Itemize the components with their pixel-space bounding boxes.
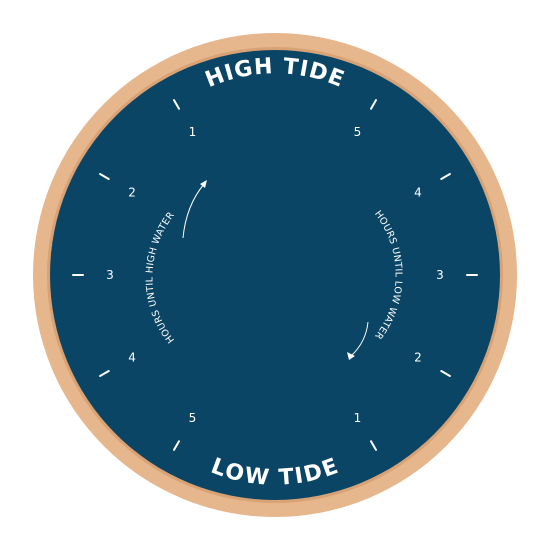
hour-number-left-2: 2 — [128, 186, 136, 200]
hour-number-right-5: 1 — [354, 411, 362, 425]
hour-number-left-4: 4 — [128, 351, 136, 365]
hour-number-right-2: 4 — [414, 186, 422, 200]
tick-mark-right-2 — [440, 173, 451, 180]
tick-mark-left-5 — [173, 440, 180, 451]
arrow-down-left-icon — [347, 321, 369, 360]
hour-number-left-3: 3 — [106, 268, 114, 282]
tick-mark-right-4 — [440, 370, 451, 377]
arrow-up-right-icon — [182, 180, 207, 239]
hour-number-right-3: 3 — [436, 268, 444, 282]
tick-mark-right-1 — [370, 99, 377, 110]
tick-mark-left-4 — [99, 370, 110, 377]
hour-number-right-1: 5 — [354, 125, 362, 139]
hour-number-left-5: 5 — [189, 411, 197, 425]
tick-mark-right-5 — [370, 440, 377, 451]
hour-number-right-4: 2 — [414, 351, 422, 365]
clock-face — [50, 50, 500, 500]
tick-marks — [72, 99, 478, 451]
tick-mark-left-1 — [173, 99, 180, 110]
hour-number-left-1: 1 — [189, 125, 197, 139]
tick-mark-left-2 — [99, 173, 110, 180]
hour-numbers: 1 2 3 4 5 5 4 3 2 1 — [106, 125, 444, 425]
